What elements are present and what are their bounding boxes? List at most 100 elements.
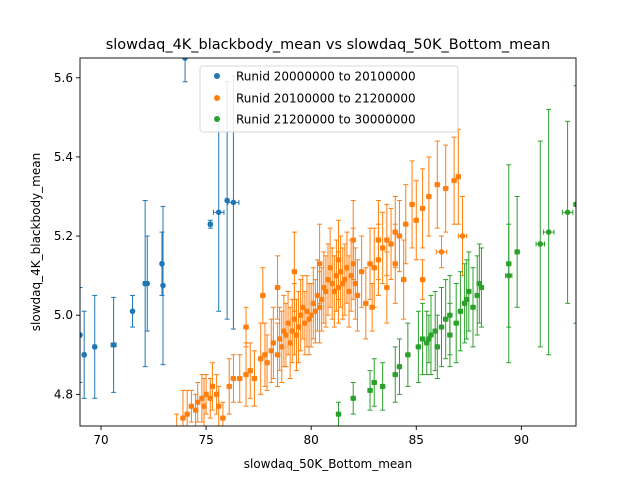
data-point xyxy=(278,344,285,350)
data-point xyxy=(455,173,462,180)
x-tick-label: 80 xyxy=(304,433,319,447)
data-point xyxy=(442,185,449,192)
data-point xyxy=(505,260,512,267)
data-point xyxy=(308,312,314,319)
data-point xyxy=(432,328,438,334)
data-point xyxy=(209,383,216,390)
data-point xyxy=(405,351,411,358)
data-point xyxy=(369,304,375,311)
data-point xyxy=(199,395,205,402)
data-point xyxy=(247,367,254,374)
data-point xyxy=(224,197,230,204)
data-point xyxy=(573,201,576,208)
data-point xyxy=(396,363,403,370)
data-point xyxy=(438,324,445,330)
data-point xyxy=(413,217,420,224)
data-point xyxy=(470,304,476,311)
data-point xyxy=(388,241,394,247)
data-point xyxy=(220,415,226,421)
data-point xyxy=(323,288,329,295)
data-point xyxy=(426,336,432,342)
data-point xyxy=(447,332,453,338)
data-point xyxy=(215,403,222,410)
data-point xyxy=(287,340,293,346)
legend-label-series-2: Runid 20100000 to 21200000 xyxy=(236,92,416,106)
data-point xyxy=(201,403,207,410)
data-point xyxy=(346,288,352,295)
data-point xyxy=(243,324,249,330)
data-point xyxy=(329,280,336,287)
data-point xyxy=(375,237,382,243)
data-point xyxy=(384,284,390,291)
legend-marker-series-2 xyxy=(214,95,220,101)
data-point xyxy=(466,288,472,295)
data-point xyxy=(144,280,151,287)
data-point xyxy=(392,371,399,378)
data-point xyxy=(289,328,296,334)
data-point xyxy=(367,260,373,267)
legend-box xyxy=(199,65,459,133)
y-tick-label: 5.0 xyxy=(54,308,73,322)
data-point xyxy=(207,221,214,227)
data-point xyxy=(226,383,233,390)
data-point xyxy=(274,351,281,358)
data-point xyxy=(293,332,300,338)
x-tick-label: 75 xyxy=(198,433,213,447)
data-point xyxy=(215,209,222,216)
data-point xyxy=(402,221,409,227)
data-point xyxy=(354,292,361,299)
x-tick-label: 90 xyxy=(514,433,529,447)
data-point xyxy=(194,399,201,406)
data-point xyxy=(419,205,426,212)
data-point xyxy=(545,229,552,235)
chart-title: slowdaq_4K_blackbody_mean vs slowdaq_50K… xyxy=(106,37,551,53)
data-point xyxy=(434,181,441,188)
legend-marker-series-3 xyxy=(214,116,220,122)
data-point xyxy=(419,336,426,342)
data-point xyxy=(260,292,266,299)
data-point xyxy=(335,257,342,263)
data-point xyxy=(276,336,283,342)
data-point xyxy=(337,268,344,275)
data-point xyxy=(316,304,323,311)
data-point xyxy=(274,284,281,291)
data-point xyxy=(159,260,165,267)
data-point xyxy=(371,379,378,386)
legend-label-series-1: Runid 20000000 to 20100000 xyxy=(236,70,416,84)
data-point xyxy=(268,348,275,354)
data-point xyxy=(327,264,333,271)
data-point xyxy=(537,241,544,247)
data-point xyxy=(230,199,237,206)
data-point xyxy=(304,308,310,315)
data-point xyxy=(213,391,220,398)
data-point xyxy=(442,316,449,322)
data-point xyxy=(419,276,426,283)
data-point xyxy=(295,324,302,330)
data-point xyxy=(350,237,357,243)
data-point xyxy=(129,308,136,315)
data-point xyxy=(333,272,340,279)
data-point xyxy=(230,375,237,382)
data-point xyxy=(350,395,357,402)
data-point xyxy=(331,288,338,295)
data-point xyxy=(379,245,386,251)
data-point xyxy=(396,233,403,239)
data-point xyxy=(182,58,188,61)
data-point xyxy=(363,300,369,307)
y-tick-label: 5.4 xyxy=(54,150,73,164)
data-point xyxy=(457,308,464,315)
y-tick-label: 4.8 xyxy=(54,387,73,401)
data-point xyxy=(342,276,348,283)
data-point xyxy=(438,249,445,255)
data-point xyxy=(316,260,323,267)
data-point xyxy=(257,355,264,362)
data-point xyxy=(367,387,373,394)
data-point xyxy=(325,276,331,283)
data-point xyxy=(188,403,195,410)
data-point xyxy=(184,411,190,417)
data-point xyxy=(314,292,321,299)
data-point xyxy=(459,233,466,239)
legend-marker-series-1 xyxy=(214,73,220,79)
data-point xyxy=(474,292,481,299)
